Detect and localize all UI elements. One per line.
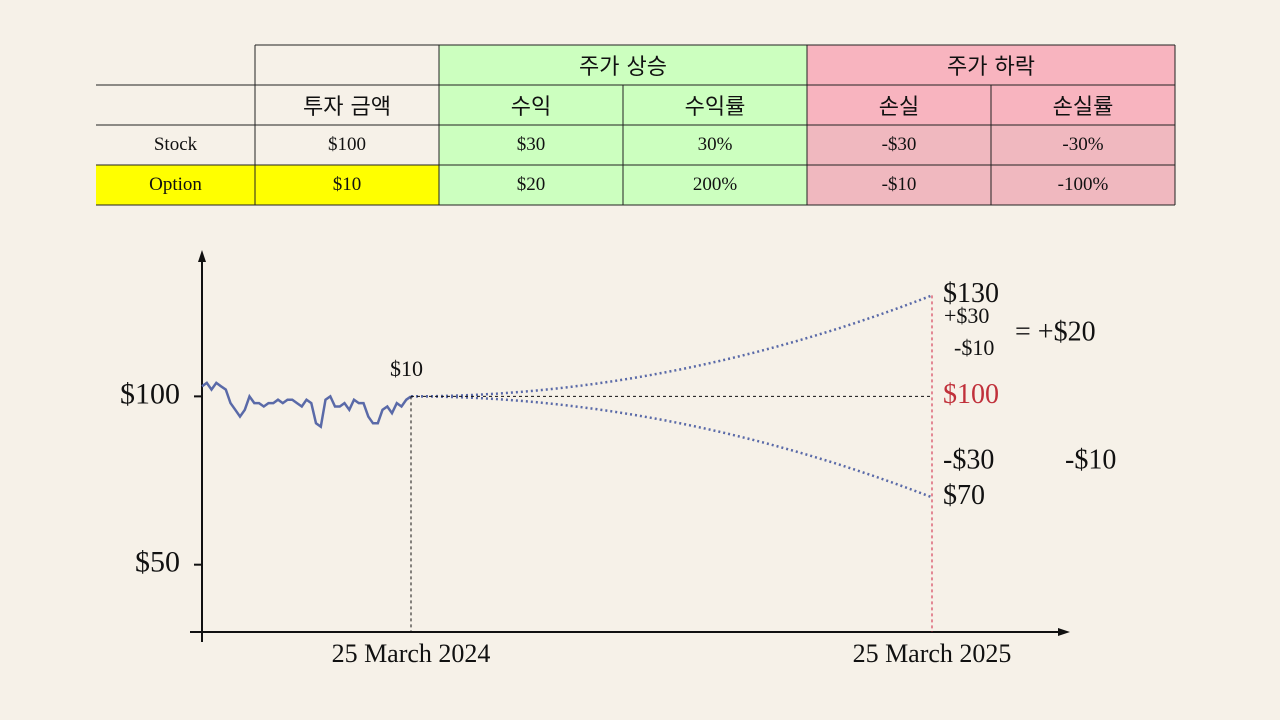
y-tick-label: $100 — [120, 377, 180, 410]
y-tick-label: $50 — [135, 546, 180, 579]
table-cell: Option — [96, 165, 255, 205]
col-header: 투자 금액 — [303, 95, 391, 120]
table-cell: -$30 — [807, 125, 991, 165]
end-label: $70 — [943, 480, 985, 511]
table-cell: -100% — [991, 165, 1175, 205]
projection — [410, 395, 933, 499]
reference-label: $100 — [943, 379, 999, 410]
y-arrow — [198, 250, 206, 262]
projection — [410, 294, 933, 398]
col-header: 수익 — [439, 85, 623, 125]
x-label: 25 March 2025 — [853, 639, 1012, 668]
table-cell: $10 — [255, 165, 439, 205]
annotation: -$10 — [1065, 444, 1116, 475]
col-header: 손실 — [807, 85, 991, 125]
table-cell: 200% — [623, 165, 807, 205]
table-cell: -30% — [991, 125, 1175, 165]
annotation: -$10 — [954, 335, 994, 360]
annotation: -$30 — [943, 444, 994, 475]
col-header: 수익률 — [623, 85, 807, 125]
annotation: = +$20 — [1015, 316, 1096, 347]
end-label: $130 — [943, 278, 999, 309]
group-header: 주가 상승 — [439, 45, 807, 85]
table-cell: 30% — [623, 125, 807, 165]
table-cell: $100 — [328, 134, 366, 155]
table-cell: $20 — [439, 165, 623, 205]
annotation: $10 — [390, 356, 423, 381]
table-cell: -$10 — [807, 165, 991, 205]
annotation: +$30 — [944, 303, 989, 328]
x-arrow — [1058, 628, 1070, 636]
table-cell: $30 — [439, 125, 623, 165]
table-cell: Stock — [153, 134, 198, 155]
x-label: 25 March 2024 — [332, 639, 491, 668]
price-line — [201, 381, 412, 429]
col-header: 손실률 — [991, 85, 1175, 125]
group-header: 주가 하락 — [807, 45, 1175, 85]
